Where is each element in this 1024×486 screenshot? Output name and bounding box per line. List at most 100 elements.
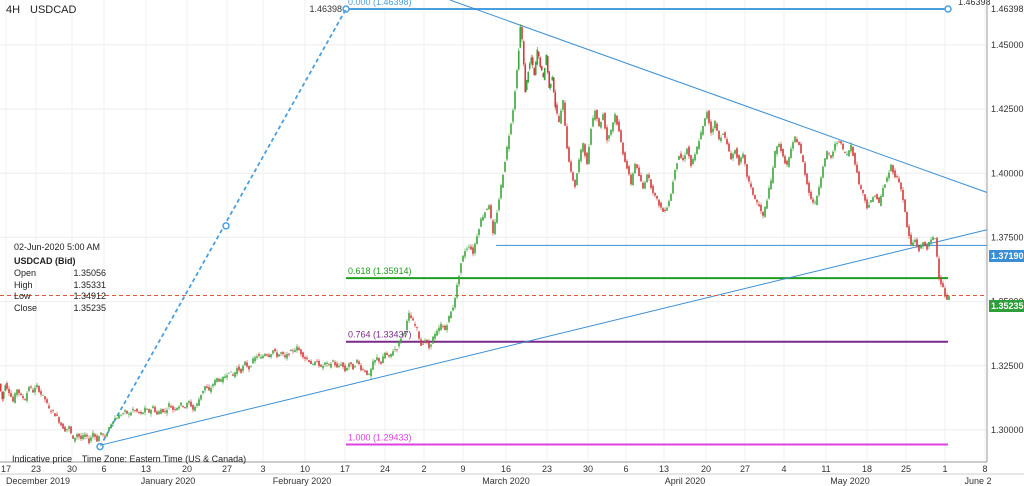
candle-body (756, 199, 758, 203)
candle-body (640, 175, 642, 182)
candle-body (466, 248, 468, 250)
x-axis: 17 23 30 6 13 20 27 3 10 17 24 2 9 16 23 30 6 13 20 27 4 11 18… (0, 461, 1024, 486)
candle-body (136, 408, 138, 412)
candle-body (24, 399, 26, 401)
candle-body (306, 357, 308, 360)
candle-body (942, 283, 944, 288)
info-row-high: High 1.35331 (14, 279, 106, 290)
fib-trend-handle-mid[interactable] (222, 222, 230, 230)
candle-body (162, 408, 164, 413)
candle-body (282, 352, 284, 355)
candlesticks (0, 24, 950, 445)
candle-body (530, 57, 533, 64)
candle-body (486, 208, 488, 210)
candle-body (514, 91, 516, 110)
candle-body (116, 418, 118, 419)
candle-body (40, 391, 42, 395)
candle-body (276, 352, 278, 357)
candle-body (533, 67, 536, 76)
candle-body (826, 150, 828, 160)
candle-body (378, 357, 380, 362)
candle-body (622, 142, 624, 155)
candle-body (598, 118, 600, 127)
candle-body (874, 195, 876, 197)
y-tick-label: 1.45000 (991, 40, 1024, 50)
candle-body (720, 137, 722, 142)
x-tick-label: 16 (501, 464, 511, 474)
candle-body (900, 182, 902, 190)
x-tick-label: 23 (542, 464, 552, 474)
last-price-tag: 1.35235 (989, 300, 1024, 312)
candle-body (856, 164, 858, 173)
candle-body (44, 396, 46, 400)
x-tick-label: 11 (821, 464, 830, 474)
candle-body (664, 209, 666, 211)
candle-body (112, 421, 114, 425)
x-tick-label: 30 (583, 464, 593, 474)
candle-body (658, 199, 660, 206)
x-tick-label: 3 (260, 464, 265, 474)
candle-body (808, 182, 810, 193)
candle-body (166, 410, 168, 414)
candle-body (464, 251, 466, 257)
candle-body (634, 163, 636, 174)
candle-body (340, 364, 342, 366)
candle-body (882, 188, 884, 197)
candle-body (278, 354, 280, 357)
candle-body (890, 164, 892, 172)
symbol-label[interactable]: USDCAD (30, 4, 77, 16)
candle-body (72, 435, 74, 439)
candle-body (432, 336, 434, 344)
candle-body (172, 406, 174, 410)
indicative-price-label: Indicative price (12, 454, 73, 464)
candle-body (948, 296, 950, 300)
candle-body (878, 197, 880, 203)
fib-handle-right[interactable] (944, 5, 952, 13)
candle-body (914, 239, 916, 243)
candle-body (4, 385, 7, 391)
candle-body (724, 132, 726, 138)
candle-body (138, 411, 140, 413)
chart-grid (0, 0, 987, 462)
candle-body (140, 411, 142, 414)
candle-body (184, 407, 186, 408)
candle-body (898, 178, 900, 183)
candle-body (746, 164, 748, 177)
candle-body (812, 199, 814, 203)
candle-body (944, 288, 946, 297)
info-row-low: Low 1.34912 (14, 291, 106, 301)
timeframe-label[interactable]: 4H (6, 4, 21, 16)
candle-body (232, 374, 234, 376)
candle-body (292, 350, 294, 352)
candle-body (476, 236, 478, 244)
candle-body (16, 389, 18, 396)
candle-body (742, 153, 744, 158)
candle-body (564, 102, 566, 126)
fib-level-label: 0.618 (1.35914) (348, 266, 412, 276)
level-price-tag: 1.37190 (989, 250, 1024, 262)
candle-body (517, 50, 520, 70)
candle-body (248, 366, 250, 370)
candle-body (364, 370, 366, 372)
candle-body (1, 391, 4, 400)
candle-body (776, 146, 778, 154)
candle-body (308, 360, 310, 363)
candle-body (722, 133, 724, 135)
candle-body (662, 208, 664, 212)
candle-body (906, 211, 908, 228)
ascending-trendline[interactable] (99, 229, 988, 446)
candle-body (714, 120, 716, 129)
candle-body (396, 349, 398, 351)
candle-body (618, 121, 620, 132)
candle-body (484, 212, 486, 218)
candle-body (540, 66, 543, 71)
descending-trendline[interactable] (449, 0, 988, 193)
candle-body (706, 112, 708, 119)
candle-body (624, 152, 626, 162)
candle-body (498, 199, 500, 211)
candle-body (90, 437, 92, 441)
candle-body (674, 169, 676, 180)
candle-body (710, 121, 712, 133)
candle-body (764, 206, 766, 217)
